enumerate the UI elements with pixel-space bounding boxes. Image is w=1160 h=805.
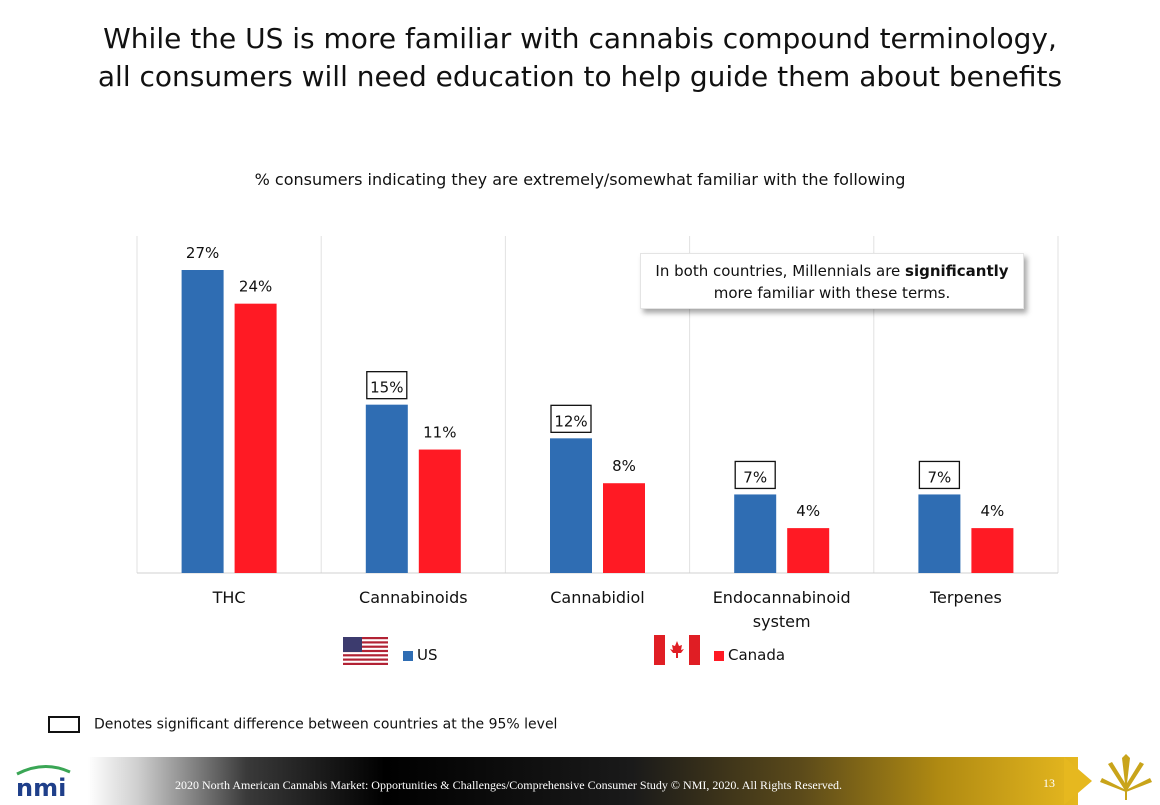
page-number: 13 [1043,776,1055,790]
data-label: 15% [370,379,403,397]
significance-note-text: Denotes significant difference between c… [94,716,558,733]
bar-us-2 [365,404,408,573]
significance-box [734,460,776,490]
title-line-1: While the US is more familiar with canna… [103,22,1057,55]
data-label: 7% [743,468,767,486]
category-label: Cannabinoids [359,588,468,607]
cannabis-leaf-icon [1100,754,1152,800]
bar-us-3 [550,438,592,573]
data-label: 11% [423,424,456,442]
nmi-logo: nmi [16,765,71,800]
bar-canada-1 [234,303,277,573]
nmi-logo-text: nmi [16,774,66,800]
footer-copyright: 2020 North American Cannabis Market: Opp… [175,778,843,792]
bar-chart: 27% 24% THC 15% 11% Cannabinoids 12% 8% Cannabid… [136,236,1059,631]
data-label: 7% [928,468,952,486]
bar-us-1 [181,270,224,573]
bar-canada-5 [971,528,1014,573]
significance-box [918,460,961,490]
title-line-2: all consumers will need education to hel… [97,60,1063,93]
category-label: Endocannabinoid [713,588,851,607]
data-label: 12% [554,412,587,430]
data-label: 24% [239,278,272,296]
bar-us-4 [734,494,777,573]
canada-flag-icon [654,635,700,665]
callout-text-bold: significantly [905,262,1009,280]
legend-canada-label: Canada [728,646,786,664]
legend-canada: Canada [714,646,785,664]
category-label: system [753,612,811,631]
callout-text-after: more familiar with these terms. [713,284,951,302]
data-label: 4% [981,502,1005,520]
data-label: 8% [612,457,636,475]
legend-us: US [403,646,438,664]
bar-canada-3 [603,483,645,573]
footer-arrow-icon [1064,757,1092,805]
significance-note: Denotes significant difference between c… [48,716,557,733]
slide-title: While the US is more familiar with canna… [0,20,1160,96]
callout-box: In both countries, Millennials are signi… [640,253,1024,309]
chart-subtitle: % consumers indicating they are extremel… [254,170,906,189]
significance-box-icon [48,716,80,733]
bar-us-5 [918,494,961,573]
data-label: 27% [186,244,219,262]
significance-box [550,404,592,433]
data-label: 4% [796,502,820,520]
category-label: Cannabidiol [550,588,645,607]
legend-canada-swatch [714,650,724,661]
us-flag-icon [343,637,388,665]
legend-us-swatch [403,650,413,661]
bar-canada-4 [787,528,830,573]
category-label: Terpenes [929,588,1002,607]
significance-box [366,371,408,400]
footer-bar [88,757,1078,805]
legend-us-label: US [417,646,438,664]
callout-text-before: In both countries, Millennials are [655,262,906,280]
bar-canada-2 [418,449,461,573]
category-label: THC [212,588,246,607]
